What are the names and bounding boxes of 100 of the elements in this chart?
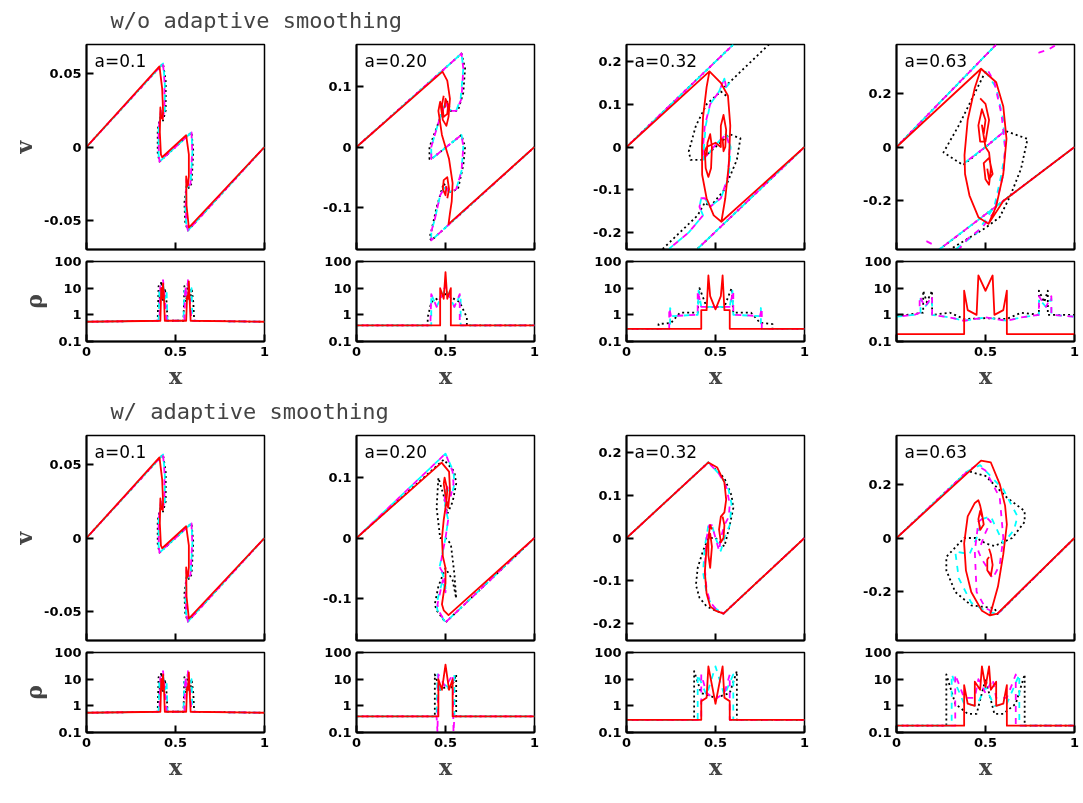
y-axis-title: v [11,530,38,546]
y-axis-title: ρ [21,294,48,309]
y-tick-label: 1 [882,698,892,714]
y-tick-label: -0.2 [593,224,622,240]
y-tick-label: 0.1 [598,725,622,740]
y-tick-label: -0.1 [323,199,352,215]
y-tick-label: -0.2 [863,193,892,209]
x-axis-title: x [168,753,183,780]
y-tick-label: -0.1 [593,573,622,589]
annotation: a=0.32 [634,50,698,71]
x-axis-title: x [438,753,453,780]
y-tick-label: 100 [864,645,892,660]
y-tick-label: 0 [882,139,892,155]
y-tick-label: 0.1 [598,96,622,112]
y-tick-label: 0.1 [598,487,622,503]
y-tick-label: 0 [612,139,622,155]
x-axis-title: x [978,362,993,389]
y-tick-label: 0 [342,139,352,155]
y-tick-label: 0.1 [58,334,82,349]
x-tick-label: 1 [529,734,540,750]
y-tick-label: 1 [612,307,622,323]
y-tick-label: 0.1 [328,334,352,349]
x-tick-label: 0.5 [703,734,728,750]
y-tick-label: 0.05 [49,66,82,82]
y-tick-label: 0.1 [328,470,352,486]
x-tick-label: 0.5 [703,343,728,359]
y-tick-label: 10 [63,671,82,687]
y-tick-label: 1 [72,307,82,323]
y-tick-label: 0 [882,530,892,546]
y-tick-label: 0.2 [598,54,622,70]
y-tick-label: 0.1 [58,725,82,740]
y-tick-label: 0.1 [868,334,892,349]
x-axis-title: x [978,753,993,780]
y-tick-label: 100 [864,254,892,269]
y-tick-label: 10 [63,280,82,296]
y-tick-label: 1 [72,698,82,714]
x-tick-label: 1 [1069,734,1080,750]
y-tick-label: 0.2 [868,476,892,492]
y-tick-label: 1 [612,698,622,714]
y-tick-label: 1 [342,698,352,714]
line-series [896,274,1075,335]
y-tick-label: 100 [324,254,352,269]
y-tick-label: 0.2 [868,85,892,101]
y-tick-label: 0 [72,139,82,155]
annotation: a=0.1 [94,50,147,71]
y-tick-label: 0.05 [49,457,82,473]
annotation: a=0.1 [94,441,147,462]
y-tick-label: 1 [342,307,352,323]
y-tick-label: -0.2 [593,615,622,631]
y-tick-label: -0.1 [323,590,352,606]
y-axis-title: v [11,139,38,155]
y-tick-label: 0.1 [868,725,892,740]
y-tick-label: 0.1 [598,334,622,349]
x-axis-title: x [708,753,723,780]
x-tick-label: 0.5 [973,734,998,750]
y-tick-label: 100 [324,645,352,660]
line-series [626,274,805,330]
annotation: a=0.32 [634,441,698,462]
y-tick-label: 0 [342,530,352,546]
y-tick-label: 10 [603,671,622,687]
x-tick-label: 1 [799,343,810,359]
y-tick-label: 0.1 [328,725,352,740]
x-tick-label: 1 [799,734,810,750]
x-tick-label: 1 [259,343,270,359]
x-tick-label: 1 [529,343,540,359]
x-tick-label: 0.5 [163,343,188,359]
annotation: a=0.20 [364,50,428,71]
y-tick-label: 100 [54,254,82,269]
y-tick-label: 10 [873,280,892,296]
annotation: a=0.63 [904,441,968,462]
y-tick-label: -0.2 [863,584,892,600]
y-tick-label: -0.1 [593,182,622,198]
y-tick-label: 0 [72,530,82,546]
chart-title: w/o adaptive smoothing [110,7,402,33]
y-tick-label: 100 [594,645,622,660]
x-axis-title: x [168,362,183,389]
y-tick-label: 0 [612,530,622,546]
y-tick-label: 1 [882,307,892,323]
x-tick-label: 0.5 [163,734,188,750]
x-tick-label: 0.5 [973,343,998,359]
y-tick-label: 100 [54,645,82,660]
x-axis-title: x [438,362,453,389]
y-tick-label: 10 [333,280,352,296]
x-tick-label: 0.5 [433,734,458,750]
annotation: a=0.20 [364,441,428,462]
line-series [356,663,535,718]
y-tick-label: -0.05 [44,603,82,619]
x-tick-label: 1 [259,734,270,750]
line-series [356,271,535,327]
y-tick-label: 100 [594,254,622,269]
y-tick-label: -0.05 [44,212,82,228]
annotation: a=0.63 [904,50,968,71]
y-tick-label: 10 [603,280,622,296]
chart-title: w/ adaptive smoothing [110,398,389,424]
x-axis-title: x [708,362,723,389]
y-tick-label: 10 [873,671,892,687]
y-tick-label: 0.2 [598,445,622,461]
y-tick-label: 0.1 [328,79,352,95]
y-tick-label: 10 [333,671,352,687]
x-tick-label: 1 [1069,343,1080,359]
